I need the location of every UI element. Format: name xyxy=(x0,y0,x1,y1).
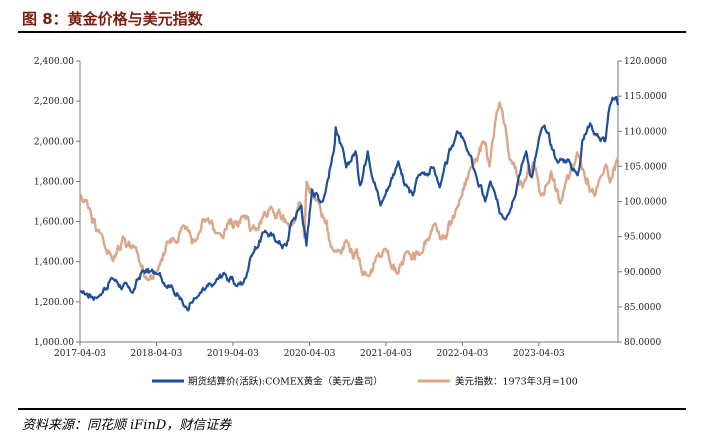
y-left-tick-label: 2,200.00 xyxy=(34,97,74,107)
chart-axes: 1,000.00 1,200.00 1,400.00 1,600.00 1,800.00… xyxy=(34,57,667,359)
y-left-tick-label: 1,400.00 xyxy=(34,258,74,268)
y-left-tick-label: 1,000.00 xyxy=(34,338,74,348)
y-left-tick-label: 2,000.00 xyxy=(34,137,74,147)
y-right-tick-label: 105.0000 xyxy=(624,162,667,172)
y-right-tick-label: 100.0000 xyxy=(624,198,667,208)
chart-legend: 期货结算价(活跃):COMEX黄金（美元/盎司） 美元指数：1973年3月=100 xyxy=(152,376,578,388)
x-tick-label: 2018-04-03 xyxy=(130,349,182,359)
y-right-tick-label: 85.0000 xyxy=(624,303,661,313)
y-right-tick-label: 95.0000 xyxy=(624,233,661,243)
chart-title: 图 8：黄金价格与美元指数 xyxy=(22,10,203,28)
x-tick-label: 2023-04-03 xyxy=(513,349,565,359)
source-note: 资料来源：同花顺 iFinD，财信证券 xyxy=(22,418,232,433)
legend-label-usd: 美元指数：1973年3月=100 xyxy=(455,376,578,388)
x-tick-label: 2020-04-03 xyxy=(284,349,336,359)
y-right-tick-label: 90.0000 xyxy=(624,268,661,278)
y-right-tick-label: 120.0000 xyxy=(624,57,667,67)
x-tick-label: 2019-04-03 xyxy=(207,349,259,359)
y-right-tick-label: 110.0000 xyxy=(624,127,667,137)
y-left-tick-label: 1,600.00 xyxy=(34,218,74,228)
top-rule xyxy=(18,31,686,33)
x-tick-label: 2022-04-03 xyxy=(436,349,488,359)
y-left-tick-label: 1,800.00 xyxy=(34,177,74,187)
y-right-tick-label: 80.0000 xyxy=(624,338,661,348)
chart-series xyxy=(79,96,620,312)
usd-index-line xyxy=(79,101,619,282)
gold-price-line xyxy=(79,96,620,312)
y-left-tick-label: 1,200.00 xyxy=(34,298,74,308)
legend-label-gold: 期货结算价(活跃):COMEX黄金（美元/盎司） xyxy=(188,376,383,388)
x-tick-label: 2017-04-03 xyxy=(54,349,106,359)
bottom-rule xyxy=(18,408,686,410)
y-right-tick-label: 115.0000 xyxy=(624,92,667,102)
x-tick-label: 2021-04-03 xyxy=(360,349,412,359)
y-left-tick-label: 2,400.00 xyxy=(34,57,74,67)
